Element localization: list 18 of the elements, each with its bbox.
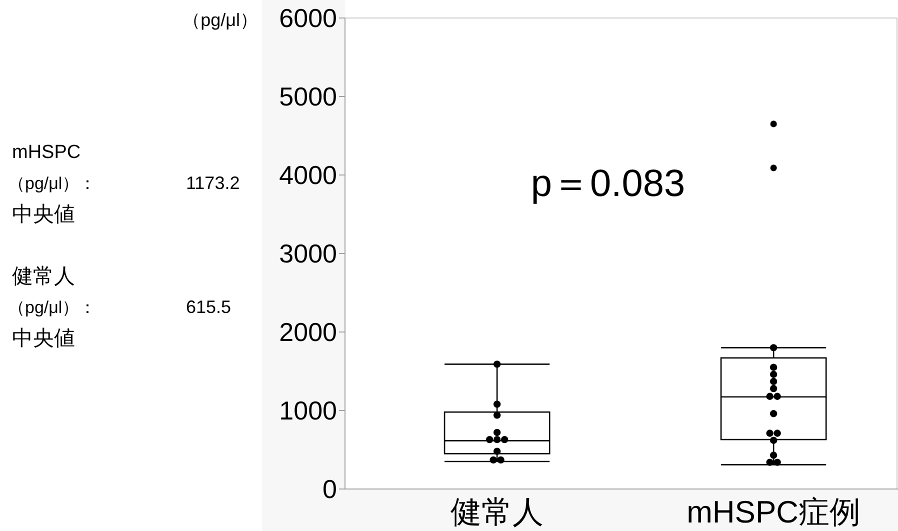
x-tick-label: mHSPC症例 [686,494,861,530]
text: （pg/μl）： [8,298,96,316]
text: （pg/μl）： [8,174,96,192]
y-tick-label: 1000 [279,396,337,426]
y-tick-label: 6000 [279,3,337,33]
annotation: p＝0.083 [530,163,686,205]
y-tick-label: 0 [322,474,337,504]
text: 615.5 [186,297,232,317]
y-tick-label: 4000 [279,160,337,190]
y-tick-label: 3000 [279,238,337,268]
text: 中央値 [12,202,75,226]
y-tick-label: 2000 [279,317,337,347]
text: mHSPC [12,142,81,162]
text: 健常人 [12,264,75,288]
text: 1173.2 [186,173,240,193]
y-tick-label: 5000 [279,82,337,112]
y-axis-title: （pg/μl） [182,10,258,30]
text: 中央値 [12,326,75,350]
